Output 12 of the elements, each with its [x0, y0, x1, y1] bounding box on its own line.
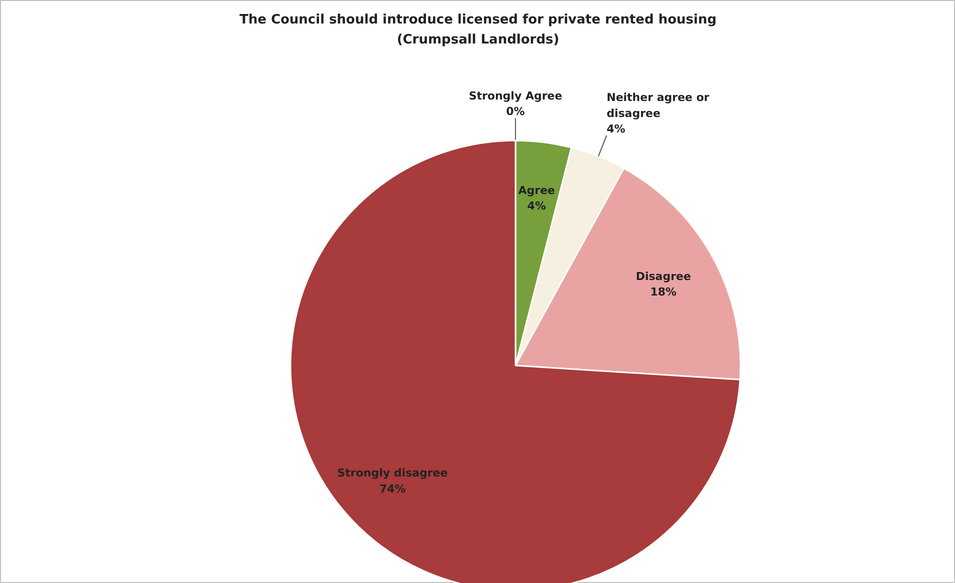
data-label: 4%	[527, 199, 546, 212]
slice-label: Disagree	[636, 270, 691, 283]
data-label: 4%	[606, 122, 626, 136]
chart-title: The Council should introduce licensed for private rented housing	[239, 12, 717, 28]
slice-label: Agree	[518, 184, 556, 197]
category-label: Strongly Agree	[468, 89, 562, 102]
slice-label: Neither agree or disagree	[606, 91, 710, 120]
text: 0%	[506, 105, 525, 118]
data-label: 18%	[650, 286, 677, 299]
chart-subtitle: (Crumpsall Landlords)	[396, 32, 560, 48]
data-label: 74%	[379, 482, 406, 496]
slice-label: Strongly disagree	[337, 466, 448, 480]
